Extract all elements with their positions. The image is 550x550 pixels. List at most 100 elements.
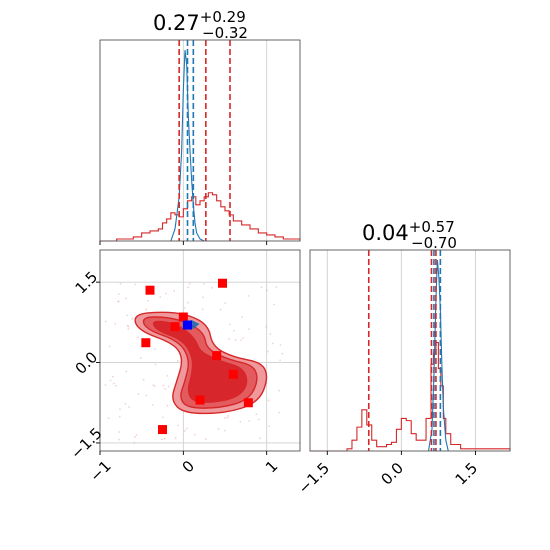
sample-point: [118, 438, 121, 441]
sample-point: [152, 384, 155, 387]
sample-point: [211, 286, 213, 289]
sample-point: [278, 411, 281, 414]
histogram-1-title-sub: −0.32: [202, 24, 248, 42]
sample-point: [104, 384, 107, 387]
sample-point: [174, 436, 177, 439]
sample-point: [167, 385, 170, 388]
sample-point: [154, 363, 157, 366]
sample-point: [127, 325, 130, 328]
marker-8: [243, 398, 253, 408]
sample-point: [126, 314, 129, 317]
sample-point: [119, 408, 121, 411]
sample-point: [117, 300, 120, 303]
sample-point: [134, 436, 136, 438]
sample-point: [173, 289, 176, 292]
sample-point: [224, 417, 226, 420]
sample-point: [273, 303, 275, 306]
x-tick-label: 0.0: [378, 459, 408, 489]
sample-point: [239, 420, 242, 423]
series-1: [427, 260, 449, 452]
sample-point: [115, 384, 117, 387]
sample-point: [118, 415, 121, 418]
sample-point: [145, 394, 148, 397]
sample-point: [183, 429, 186, 432]
panel-frame: [99, 249, 301, 452]
sample-point: [259, 437, 262, 440]
sample-point: [112, 375, 114, 378]
series-0: [100, 192, 301, 242]
sample-point: [204, 438, 207, 440]
sample-point: [159, 296, 162, 298]
sample-point: [128, 406, 131, 408]
sample-point: [242, 337, 245, 339]
sample-point: [127, 328, 130, 330]
sample-point: [255, 413, 258, 416]
sample-point: [133, 441, 136, 444]
sample-point: [279, 344, 282, 346]
sample-point: [265, 325, 267, 328]
title-sup: +0.57: [409, 218, 455, 236]
sample-point: [226, 416, 229, 419]
sample-point: [227, 414, 230, 417]
histogram-2-title: 0.04+0.57: [362, 218, 455, 245]
panel-frame: [99, 39, 301, 242]
sample-point: [187, 286, 190, 289]
sample-point: [165, 292, 167, 295]
sample-point: [248, 420, 251, 422]
sample-point: [240, 339, 243, 341]
x-tick-label: 1.5: [452, 459, 482, 489]
sample-point: [135, 434, 138, 436]
sample-point: [162, 384, 165, 387]
marker-4: [178, 312, 188, 322]
marker-2: [141, 338, 151, 348]
sample-point: [248, 328, 250, 331]
title-sup: +0.29: [200, 8, 246, 26]
marker-3: [170, 322, 180, 332]
sample-point: [145, 308, 148, 311]
sample-point: [114, 322, 117, 325]
sample-point: [142, 378, 145, 381]
sample-point: [164, 388, 167, 390]
panel-frame: [309, 249, 511, 452]
sample-point: [223, 429, 226, 432]
x-tick-label: 0: [179, 457, 198, 476]
histogram-1-title: 0.27+0.29: [153, 8, 246, 35]
sample-point: [117, 293, 120, 295]
marker-5: [212, 351, 222, 361]
contour-level-3: [152, 320, 248, 403]
sample-point: [136, 336, 139, 339]
sample-point: [267, 350, 269, 353]
marker-9: [158, 425, 167, 435]
sample-point: [117, 300, 120, 303]
marker-7: [195, 395, 205, 405]
y-tick-label: 0.0: [72, 348, 102, 378]
sample-point: [185, 427, 188, 430]
sample-point: [104, 320, 107, 323]
sample-point: [131, 317, 134, 320]
sample-point: [275, 286, 278, 288]
sample-point: [188, 282, 191, 285]
sample-point: [278, 389, 281, 392]
sample-point: [271, 342, 274, 345]
sample-point: [269, 333, 272, 335]
sample-point: [176, 360, 179, 362]
sample-point: [183, 307, 186, 310]
sample-point: [202, 296, 205, 299]
sample-point: [137, 393, 140, 395]
histogram-panel-1: 0.27+0.29 −0.32: [99, 8, 301, 245]
sample-point: [153, 347, 156, 350]
sample-point: [109, 379, 112, 382]
sample-point: [163, 437, 166, 440]
sample-point: [257, 418, 260, 421]
sample-point: [147, 299, 149, 302]
contour-panel: −1 0 1−1.50.01.5: [67, 249, 301, 485]
series-1: [170, 49, 205, 242]
sample-point: [119, 282, 122, 285]
sample-point: [265, 289, 268, 292]
sample-point: [160, 438, 163, 441]
sample-point: [240, 316, 243, 319]
sample-point: [118, 431, 121, 433]
x-tick-label: 1: [262, 457, 281, 476]
sample-point: [229, 323, 231, 326]
